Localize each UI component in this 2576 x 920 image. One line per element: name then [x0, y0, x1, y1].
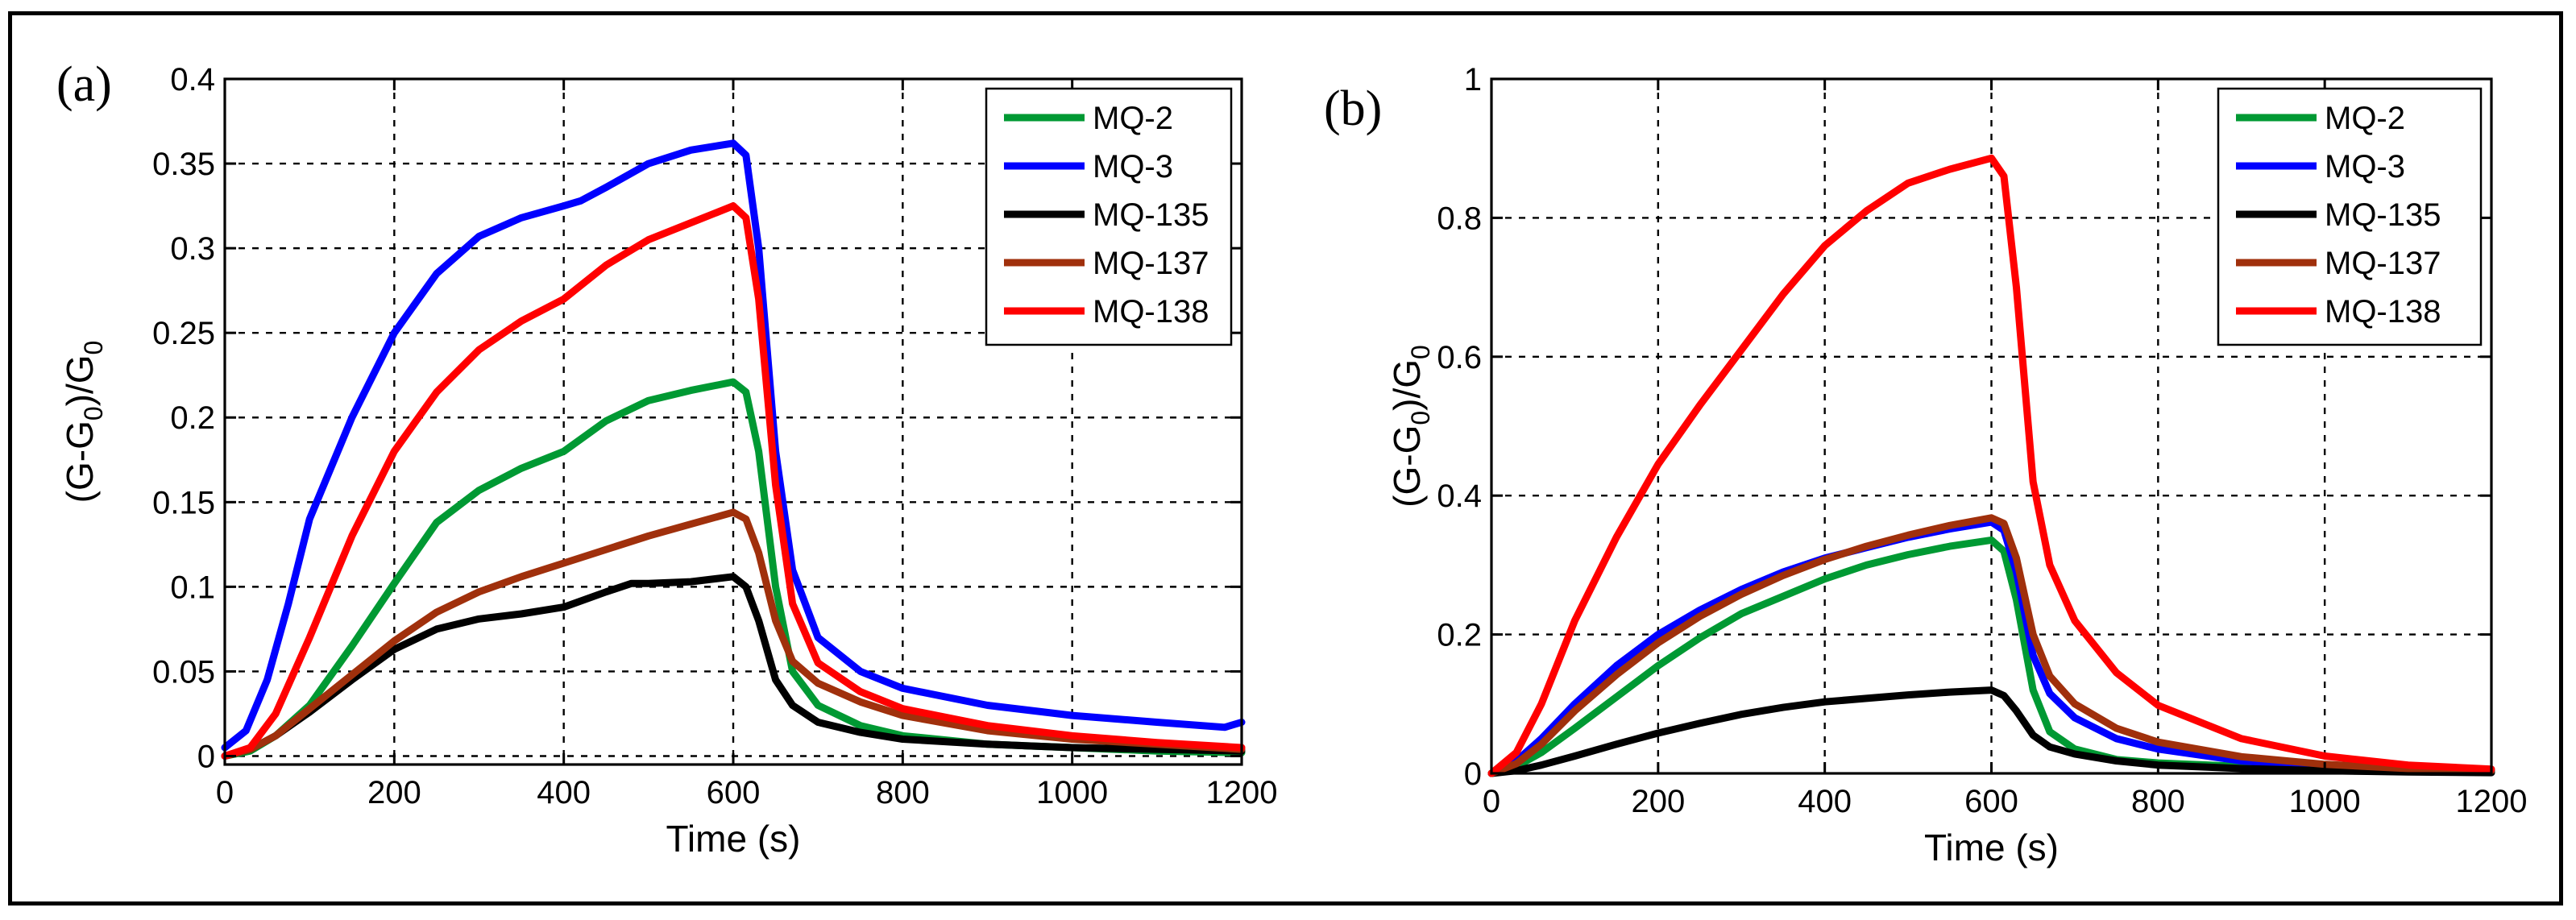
legend-label: MQ-137 — [1093, 246, 1209, 281]
legend-label: MQ-138 — [2325, 294, 2441, 329]
series-line-mq-138 — [1487, 154, 2495, 777]
legend-label: MQ-138 — [1093, 294, 1209, 329]
legend-label: MQ-135 — [2325, 197, 2441, 233]
y-axis-label-part: )/G — [59, 354, 101, 406]
x-axis-label: Time (s) — [1924, 827, 2059, 868]
x-tick-label: 1000 — [1036, 775, 1108, 810]
y-axis-label-part: )/G — [1386, 359, 1428, 411]
x-tick-label: 800 — [876, 775, 930, 810]
chart-panel-b: 0 200 400 600 800 1000 1200 0 0.2 0.4 0.6 0.8 1 Time … — [1324, 62, 2527, 868]
legend-label: MQ-2 — [2325, 101, 2405, 136]
y-tick-label: 1 — [1464, 62, 1482, 97]
y-tick-label: 0.35 — [152, 147, 215, 182]
y-tick-label: 0.1 — [170, 570, 215, 605]
x-tick-label: 800 — [2131, 784, 2185, 819]
y-axis-label: (G-G0)/G0 — [1386, 345, 1435, 508]
y-tick-label: 0.6 — [1437, 340, 1482, 375]
chart-panel-a: 0 200 400 600 800 1000 1200 0 0.05 0.1 0.15 0.2 0.25… — [56, 57, 1277, 860]
x-tick-label: 1200 — [2456, 784, 2528, 819]
series-line-mq-137 — [221, 508, 1246, 760]
panel-label: (b) — [1324, 81, 1382, 136]
y-axis-label-part: (G-G — [1386, 425, 1428, 508]
x-axis-label: Time (s) — [666, 818, 801, 860]
legend: MQ-2 MQ-3 MQ-135 MQ-137 MQ-138 — [2217, 87, 2483, 346]
y-axis-label-subscript: 0 — [1406, 411, 1435, 425]
y-axis-label-subscript: 0 — [79, 406, 108, 421]
series-line-mq-138 — [221, 202, 1246, 760]
series-line-mq-3 — [221, 139, 1246, 752]
x-tick-label: 400 — [537, 775, 591, 810]
x-tick-label: 200 — [1631, 784, 1685, 819]
legend-label: MQ-137 — [2325, 246, 2441, 281]
x-tick-label: 0 — [216, 775, 234, 810]
legend-label: MQ-135 — [1093, 197, 1209, 233]
y-tick-label: 0 — [1464, 756, 1482, 792]
y-tick-label: 0.4 — [170, 62, 215, 97]
y-axis-label-part: (G-G — [59, 421, 101, 503]
x-tick-label: 600 — [707, 775, 761, 810]
legend: MQ-2 MQ-3 MQ-135 MQ-137 MQ-138 — [985, 87, 1233, 346]
x-tick-label: 600 — [1964, 784, 2018, 819]
y-tick-label: 0.05 — [152, 654, 215, 690]
legend-label: MQ-2 — [1093, 101, 1173, 136]
y-tick-label: 0.2 — [1437, 618, 1482, 653]
y-tick-label: 0.4 — [1437, 479, 1482, 514]
y-axis-label-subscript: 0 — [1406, 345, 1435, 359]
x-tick-label: 200 — [367, 775, 421, 810]
series-line-mq-135 — [221, 573, 1246, 760]
x-tick-label: 400 — [1798, 784, 1852, 819]
y-tick-label: 0.25 — [152, 316, 215, 351]
x-tick-label: 1000 — [2289, 784, 2361, 819]
y-tick-label: 0.15 — [152, 485, 215, 520]
y-tick-label: 0.8 — [1437, 201, 1482, 236]
panel-label: (a) — [56, 57, 112, 112]
series-line-mq-137 — [1487, 514, 2495, 777]
y-tick-label: 0.3 — [170, 231, 215, 267]
y-axis-label: (G-G0)/G0 — [59, 341, 108, 504]
y-tick-label: 0.2 — [170, 400, 215, 436]
x-tick-label: 0 — [1483, 784, 1500, 819]
y-tick-label: 0 — [197, 739, 215, 774]
y-axis-label-subscript: 0 — [79, 341, 108, 355]
legend-label: MQ-3 — [1093, 149, 1173, 184]
x-tick-label: 1200 — [1206, 775, 1278, 810]
legend-label: MQ-3 — [2325, 149, 2405, 184]
